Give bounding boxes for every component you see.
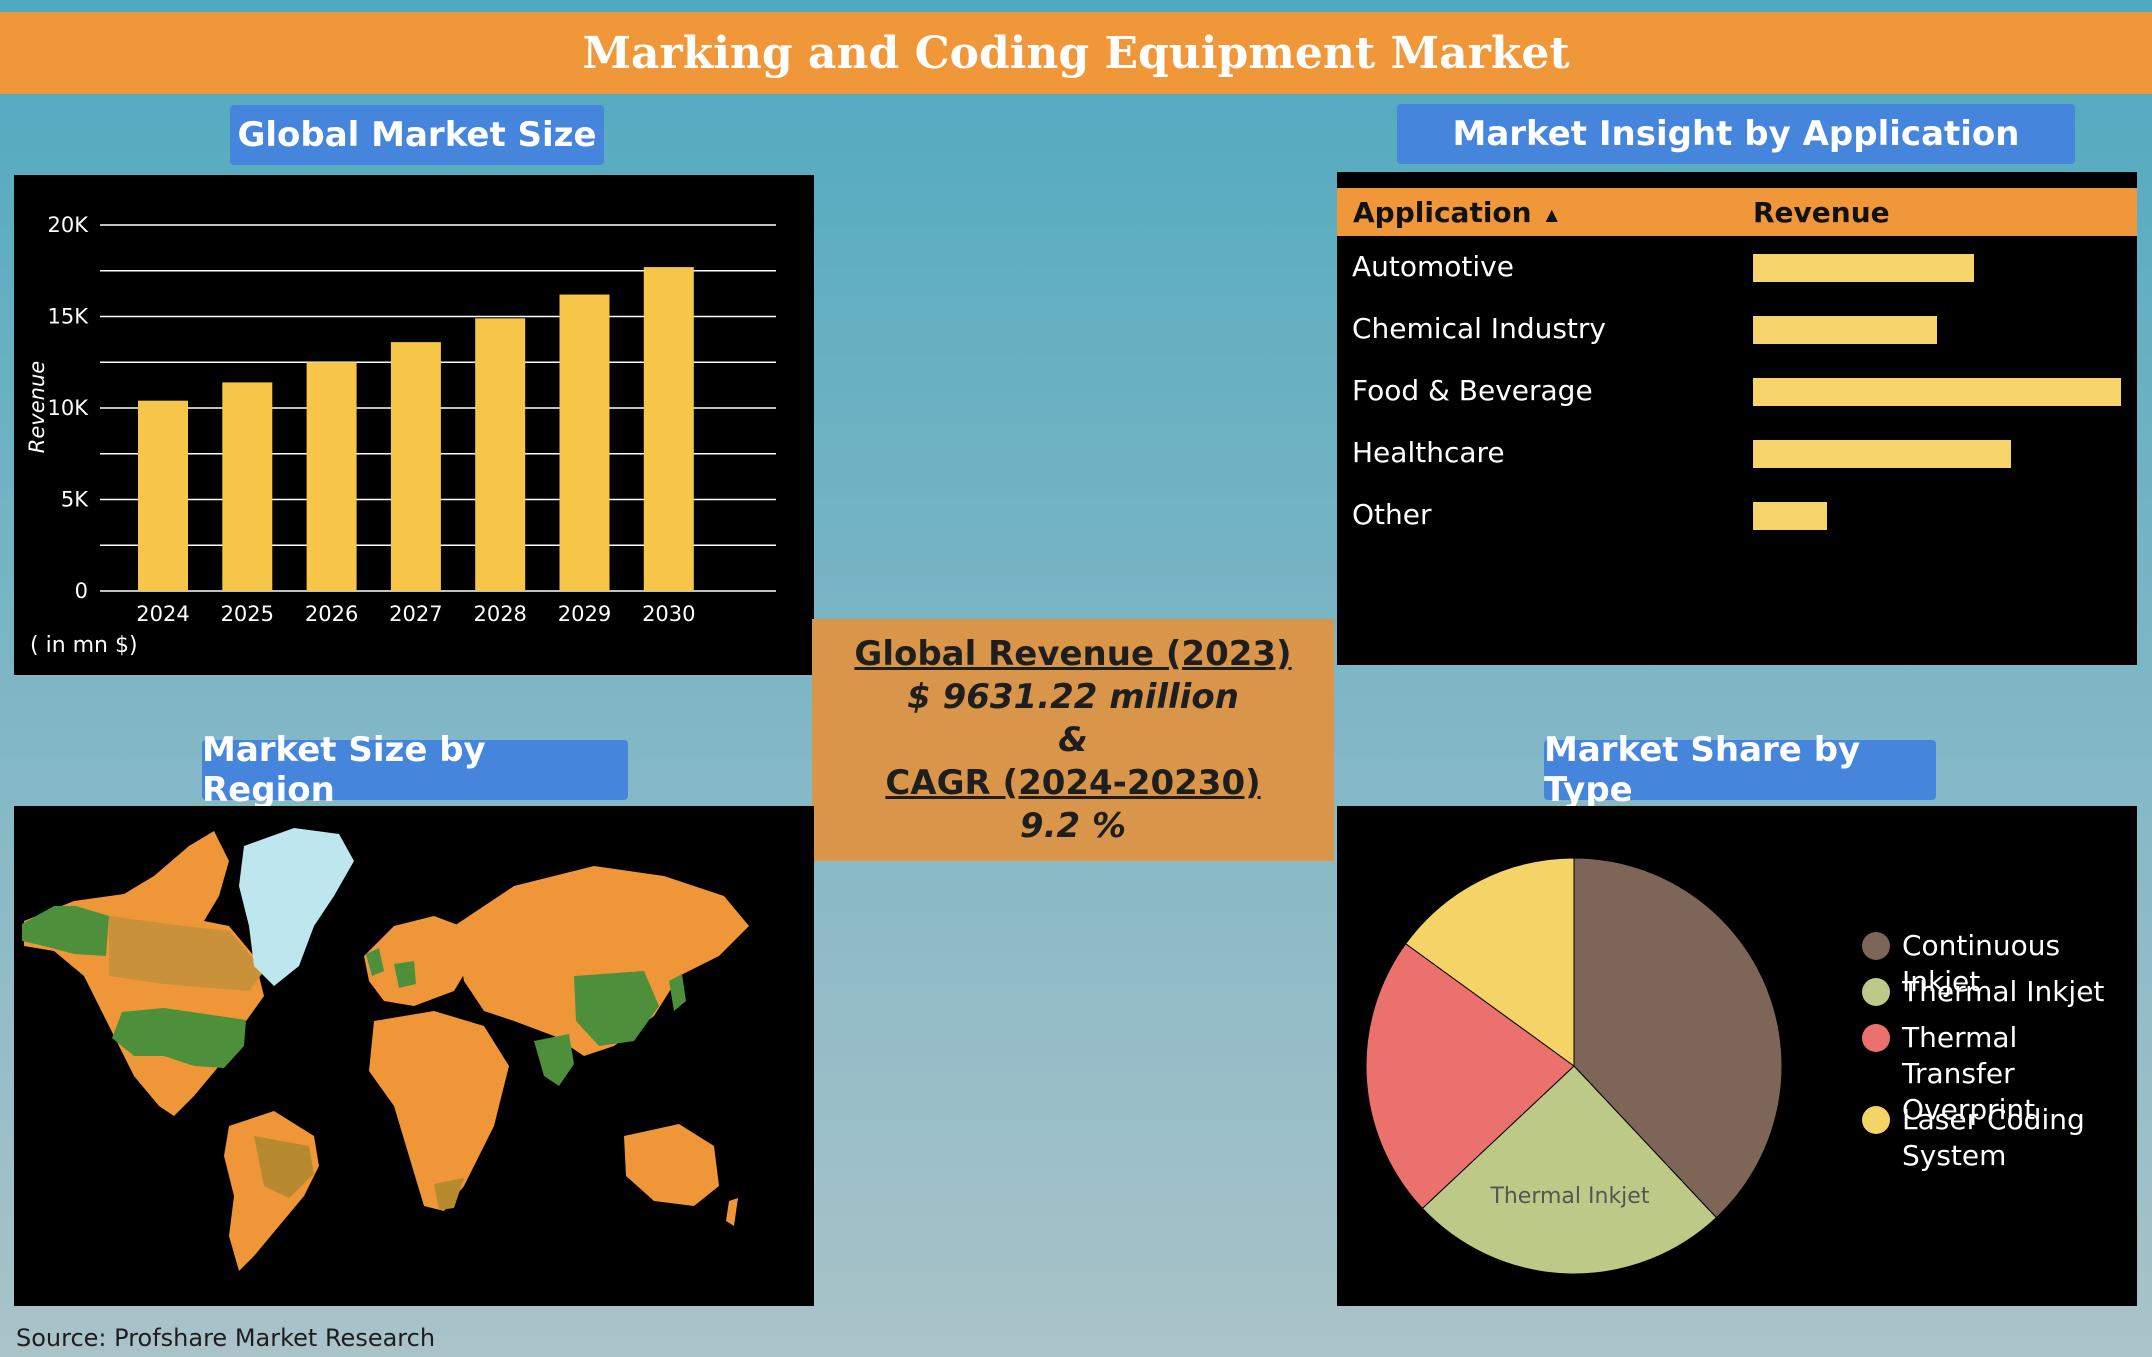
bar-x-tick-label: 2030 — [642, 602, 695, 626]
pie-slice-label: Thermal Inkjet — [1489, 1184, 1649, 1209]
map-new-zealand — [726, 1198, 738, 1226]
region-panel — [14, 806, 814, 1306]
map-australia — [624, 1124, 719, 1206]
bar-2030[interactable] — [643, 267, 694, 591]
pie-slice-continuous-inkjet[interactable] — [1573, 857, 1783, 1219]
application-revenue-bar — [1753, 440, 2011, 468]
bar-2028[interactable] — [475, 318, 526, 591]
top-strip — [0, 0, 2152, 12]
bar-x-tick-label: 2026 — [305, 602, 358, 626]
legend-label: Thermal Transfer Overprint — [1902, 1021, 2036, 1126]
application-revenue-bar — [1753, 378, 2121, 406]
legend-item[interactable]: Continuous Inkjet — [1862, 928, 2132, 1000]
bar-x-tick-label: 2029 — [558, 602, 611, 626]
bar-x-tick-label: 2025 — [221, 602, 274, 626]
world-map — [22, 828, 749, 1271]
map-europe — [364, 916, 474, 1006]
map-usa — [112, 1008, 246, 1068]
map-canada-east — [109, 916, 264, 991]
cagr-title: CAGR (2024-20230) — [885, 762, 1261, 803]
legend-swatch — [1862, 1106, 1890, 1134]
bar-y-tick-label: 20K — [48, 213, 90, 237]
legend-swatch — [1862, 1024, 1890, 1052]
application-revenue-bar — [1753, 316, 1937, 344]
application-heading: Market Insight by Application — [1397, 104, 2075, 164]
type-heading: Market Share by Type — [1544, 730, 1936, 810]
pie-slice-laser-coding-system[interactable] — [1405, 857, 1575, 1067]
ampersand: & — [1058, 719, 1088, 760]
application-table-header: Application ▲ Revenue — [1337, 188, 2137, 236]
market-size-bar-chart: 0 5K 10K 15K 20K 2024 2025 2026 2027 2028 2029 203… — [25, 213, 776, 626]
market-size-panel: 0 5K 10K 15K 20K 2024 2025 2026 2027 2028 2029 203… — [14, 175, 814, 675]
map-uk — [366, 948, 384, 976]
map-greenland — [239, 828, 354, 986]
market-size-heading: Global Market Size — [230, 105, 604, 165]
type-panel: Thermal Inkjet — [1337, 806, 2137, 1306]
map-japan — [669, 974, 686, 1011]
application-row-label: Automotive — [1352, 250, 1514, 283]
bar-2027[interactable] — [390, 342, 441, 591]
global-revenue-value: $ 9631.22 million — [907, 676, 1239, 717]
legend-item[interactable]: Laser Coding System — [1862, 1102, 2132, 1174]
application-row-label: Healthcare — [1352, 436, 1505, 469]
bar-2025[interactable] — [222, 382, 273, 591]
application-row-label: Food & Beverage — [1352, 374, 1593, 407]
title-banner: Marking and Coding Equipment Market — [0, 12, 2152, 94]
map-brazil — [254, 1136, 314, 1198]
bar-y-tick-label: 10K — [48, 396, 90, 420]
map-alaska — [22, 906, 109, 956]
global-revenue-title: Global Revenue (2023) — [854, 633, 1292, 674]
map-africa — [369, 1011, 509, 1211]
cagr-value: 9.2 % — [1019, 805, 1127, 846]
map-south-america — [224, 1111, 319, 1271]
application-panel — [1337, 172, 2137, 665]
application-row-label: Other — [1352, 498, 1432, 531]
legend-item[interactable]: Thermal Inkjet — [1862, 974, 2132, 1010]
bar-x-tick-label: 2024 — [136, 602, 189, 626]
legend-label: Thermal Inkjet — [1902, 975, 2105, 1008]
bar-2029[interactable] — [559, 294, 610, 591]
region-heading: Market Size by Region — [202, 730, 628, 810]
bar-x-tick-label: 2027 — [389, 602, 442, 626]
market-share-pie-chart: Thermal Inkjet — [1365, 857, 1783, 1275]
legend-label: Continuous Inkjet — [1902, 929, 2061, 998]
page-title: Marking and Coding Equipment Market — [582, 27, 1570, 79]
application-revenue-bar — [1753, 254, 1974, 282]
units-note: ( in mn $) — [30, 633, 138, 658]
legend-item[interactable]: Thermal Transfer Overprint — [1862, 1020, 2132, 1128]
legend-swatch — [1862, 978, 1890, 1006]
pie-slice-thermal-transfer-overprint[interactable] — [1365, 943, 1575, 1210]
map-china — [574, 971, 659, 1046]
map-india — [534, 1034, 574, 1086]
bar-y-tick-label: 5K — [61, 488, 89, 512]
source-note: Source: Profshare Market Research — [16, 1324, 436, 1352]
bar-y-axis-label: Revenue — [25, 361, 49, 453]
sort-asc-icon[interactable]: ▲ — [1545, 204, 1558, 224]
legend-swatch — [1862, 932, 1890, 960]
bar-2026[interactable] — [306, 362, 357, 591]
bar-2024[interactable] — [138, 400, 188, 591]
column-header-application[interactable]: Application ▲ — [1353, 196, 1558, 229]
map-south-africa — [434, 1178, 464, 1210]
bar-y-tick-label: 0 — [75, 579, 88, 603]
bar-x-tick-label: 2028 — [473, 602, 526, 626]
map-germany — [394, 961, 416, 988]
bar-y-tick-label: 15K — [48, 305, 90, 329]
pie-slice-thermal-inkjet[interactable] — [1421, 1065, 1718, 1275]
application-revenue-bar — [1753, 502, 1827, 530]
application-row-label: Chemical Industry — [1352, 312, 1606, 345]
column-header-revenue[interactable]: Revenue — [1753, 196, 1890, 229]
map-asia — [454, 866, 749, 1056]
legend-label: Laser Coding System — [1902, 1103, 2085, 1172]
global-revenue-box: Global Revenue (2023) $ 9631.22 million … — [812, 619, 1334, 861]
